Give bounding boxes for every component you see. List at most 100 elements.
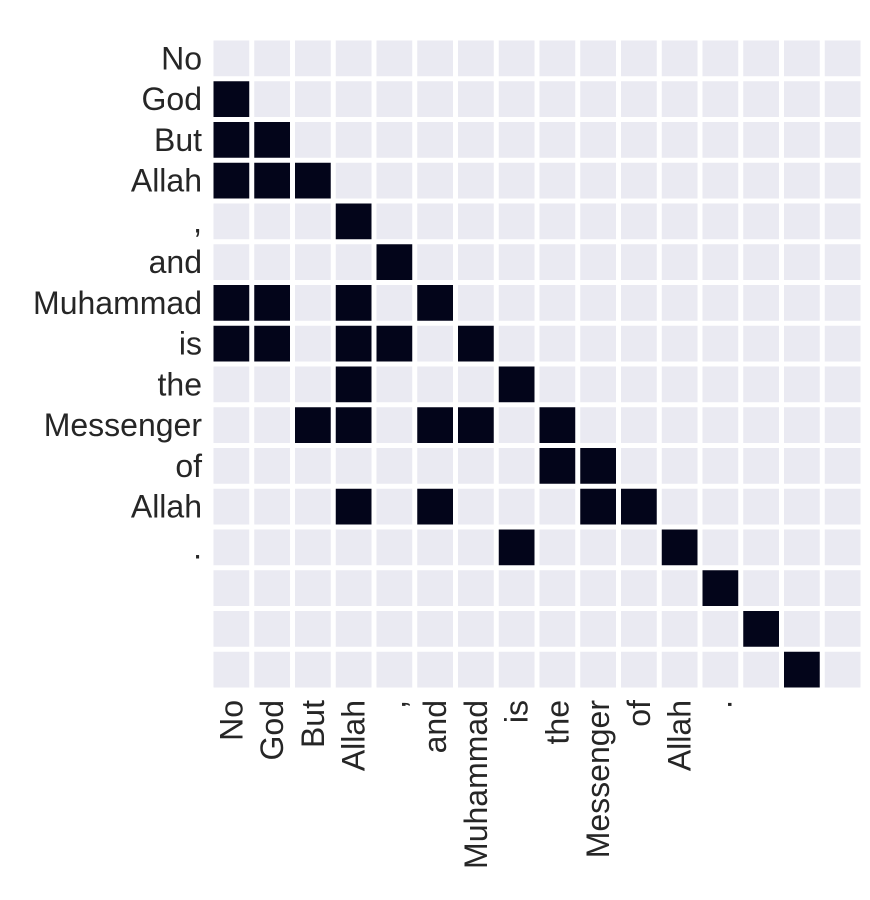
heatmap-cell	[295, 570, 331, 606]
y-tick-label: No	[161, 40, 202, 76]
heatmap-cell	[702, 651, 739, 688]
heatmap-cell	[295, 366, 331, 403]
heatmap-cell	[621, 366, 657, 403]
heatmap-cell	[376, 325, 413, 362]
heatmap-cell	[824, 651, 861, 688]
heatmap-cell	[213, 285, 250, 321]
y-tick-label: is	[179, 326, 202, 362]
heatmap-cell	[417, 366, 453, 403]
heatmap-cell	[784, 651, 820, 688]
heatmap-cell	[254, 122, 290, 158]
heatmap-cell	[498, 244, 535, 280]
heatmap-cell	[335, 40, 372, 77]
heatmap-cell	[539, 570, 576, 606]
heatmap-cell	[376, 81, 413, 117]
heatmap-cell	[621, 244, 657, 280]
heatmap-cell	[784, 488, 820, 525]
heatmap-cell	[784, 611, 820, 647]
heatmap-cell	[254, 407, 290, 443]
heatmap-cell	[702, 162, 739, 199]
heatmap-cell	[661, 162, 698, 199]
heatmap-cell	[824, 325, 861, 362]
heatmap-cell	[539, 366, 576, 403]
x-tick-label: .	[702, 700, 738, 709]
heatmap-cell	[498, 651, 535, 688]
heatmap-cell	[376, 40, 413, 77]
heatmap-cell	[295, 611, 331, 647]
heatmap-cell	[824, 611, 861, 647]
heatmap-cell	[702, 122, 739, 158]
heatmap-cell	[458, 366, 494, 403]
heatmap-cell	[335, 325, 372, 362]
heatmap-cell	[498, 162, 535, 199]
heatmap-cell	[539, 325, 576, 362]
heatmap-cell	[661, 81, 698, 117]
heatmap-cell	[335, 122, 372, 158]
heatmap-cell	[621, 122, 657, 158]
heatmap-cell	[213, 162, 250, 199]
heatmap-cell	[702, 488, 739, 525]
heatmap-cell	[295, 285, 331, 321]
heatmap-cell	[213, 488, 250, 525]
heatmap-cell	[295, 407, 331, 443]
heatmap-cell	[458, 570, 494, 606]
heatmap-cell	[458, 407, 494, 443]
heatmap-cell	[539, 203, 576, 240]
heatmap-cell	[498, 570, 535, 606]
heatmap-cell	[458, 285, 494, 321]
heatmap-cell	[743, 244, 779, 280]
heatmap-cell	[417, 122, 453, 158]
heatmap-cell	[213, 81, 250, 117]
heatmap-cell	[661, 40, 698, 77]
heatmap-cell	[661, 285, 698, 321]
y-tick-label: the	[158, 366, 202, 402]
heatmap-cell	[295, 81, 331, 117]
heatmap-cell	[458, 81, 494, 117]
heatmap-cell	[580, 448, 616, 484]
heatmap-cell	[580, 325, 616, 362]
y-tick-label: of	[175, 448, 202, 484]
heatmap-cell	[702, 203, 739, 240]
heatmap-cell	[498, 488, 535, 525]
heatmap-cell	[539, 529, 576, 566]
heatmap-cell	[417, 325, 453, 362]
heatmap-cell	[254, 570, 290, 606]
heatmap-cell	[213, 651, 250, 688]
heatmap-cell	[580, 285, 616, 321]
heatmap-cell	[702, 448, 739, 484]
heatmap-cell	[621, 529, 657, 566]
heatmap-cell	[702, 244, 739, 280]
heatmap-cell	[784, 203, 820, 240]
x-tick-label: the	[539, 700, 575, 744]
x-tick-label: Muhammad	[458, 700, 494, 869]
heatmap-cell	[213, 40, 250, 77]
heatmap-cell	[824, 529, 861, 566]
heatmap-cell	[702, 325, 739, 362]
y-tick-label: ,	[193, 203, 202, 239]
y-tick-label: .	[193, 529, 202, 565]
heatmap-cell	[213, 407, 250, 443]
heatmap-cell	[621, 162, 657, 199]
heatmap-cell	[824, 162, 861, 199]
heatmap-cell	[376, 244, 413, 280]
heatmap-cell	[661, 488, 698, 525]
heatmap-cell	[784, 285, 820, 321]
heatmap-cell	[295, 122, 331, 158]
heatmap-cell	[254, 244, 290, 280]
heatmap-cell	[376, 366, 413, 403]
heatmap-cell	[458, 162, 494, 199]
heatmap-cell	[295, 651, 331, 688]
heatmap-cell	[580, 162, 616, 199]
heatmap-cell	[335, 529, 372, 566]
y-tick-label: and	[149, 244, 202, 280]
y-tick-label: Muhammad	[33, 285, 202, 321]
heatmap-cell	[498, 40, 535, 77]
heatmap-cell	[661, 529, 698, 566]
heatmap-cell	[621, 407, 657, 443]
heatmap-cell	[417, 162, 453, 199]
heatmap-cell	[295, 529, 331, 566]
heatmap-cell	[295, 488, 331, 525]
heatmap-cell	[213, 570, 250, 606]
heatmap-cell	[784, 81, 820, 117]
heatmap-cell	[539, 651, 576, 688]
